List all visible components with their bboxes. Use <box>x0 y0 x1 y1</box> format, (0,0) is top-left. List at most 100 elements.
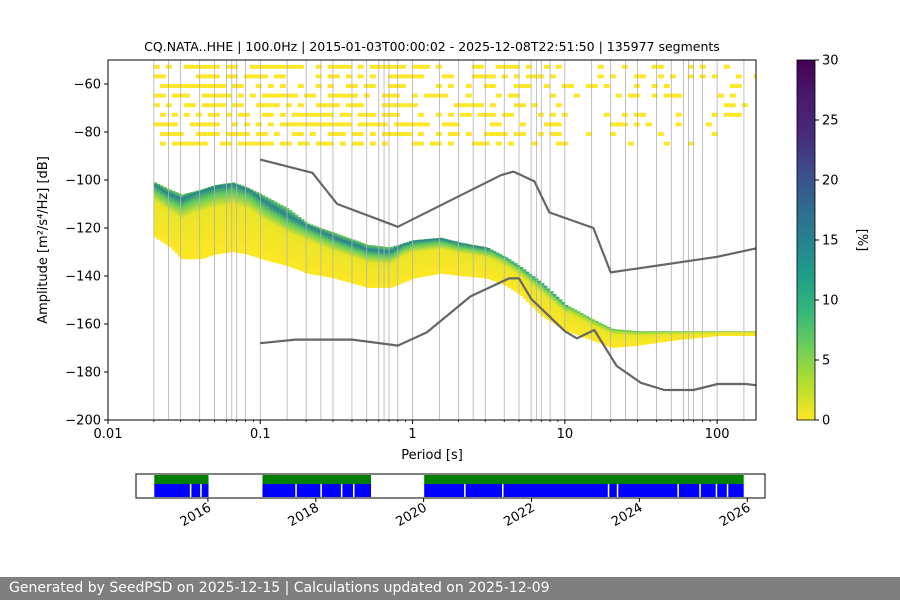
noise-model-lines <box>260 158 756 392</box>
heatmap-cell <box>561 302 566 330</box>
heatmap-cell <box>207 103 214 108</box>
heatmap-cell <box>483 141 490 146</box>
heatmap-cell <box>435 64 442 69</box>
heatmap-cell <box>624 330 629 347</box>
heatmap-cell <box>321 141 328 146</box>
heatmap-cell <box>231 64 238 69</box>
heatmap-cell <box>390 246 395 288</box>
heatmap-cell <box>207 93 214 98</box>
heatmap-cell <box>714 331 719 337</box>
heatmap-cell <box>159 84 166 88</box>
heatmap-cell <box>555 122 562 127</box>
heatmap-cell <box>204 187 209 258</box>
heatmap-cell <box>291 122 298 127</box>
heatmap-cell <box>738 331 743 336</box>
heatmap-cell <box>537 74 544 79</box>
heatmap-cell <box>687 74 694 79</box>
heatmap-cell <box>366 244 371 288</box>
heatmap-cell <box>633 74 640 79</box>
heatmap-cell <box>339 64 346 69</box>
heatmap-cell <box>387 247 392 288</box>
heatmap-cell <box>399 84 406 88</box>
heatmap-cell <box>384 246 389 288</box>
heatmap-cell <box>393 103 400 108</box>
heatmap-cell <box>741 103 748 108</box>
heatmap-cell <box>252 190 257 257</box>
heatmap-cell <box>261 141 268 146</box>
heatmap-cell <box>729 84 736 88</box>
heatmap-cell <box>267 141 274 146</box>
heatmap-cell <box>636 331 641 346</box>
heatmap-cell <box>213 93 220 98</box>
heatmap-cell <box>609 122 616 127</box>
heatmap-cell <box>504 257 509 286</box>
heatmap-cell <box>261 93 268 98</box>
heatmap-cell <box>303 122 310 127</box>
heatmap-cell <box>429 238 434 276</box>
heatmap-cell <box>459 103 466 108</box>
year-tick-label: 2024 <box>609 500 645 530</box>
heatmap-cell <box>537 112 544 117</box>
heatmap-cell <box>492 251 497 282</box>
heatmap-cell <box>357 132 364 136</box>
heatmap-cell <box>711 331 716 337</box>
heatmap-cell <box>507 93 514 98</box>
heatmap-cell <box>219 93 226 98</box>
heatmap-cell <box>399 103 406 108</box>
heatmap-cell <box>357 122 364 127</box>
heatmap-cell <box>567 306 572 333</box>
heatmap-cell <box>312 225 317 275</box>
availability-gap <box>464 484 466 497</box>
heatmap-cell <box>501 64 508 69</box>
heatmap-cell <box>327 93 334 98</box>
heatmap-cell <box>273 132 280 136</box>
heatmap-cell <box>546 288 551 321</box>
heatmap-cell <box>294 214 299 270</box>
heatmap-cell <box>477 245 482 278</box>
heatmap-cell <box>279 64 286 69</box>
heatmap-cell <box>369 132 376 136</box>
heatmap-cell <box>321 122 328 127</box>
heatmap-cell <box>639 74 646 79</box>
heatmap-cell <box>477 74 484 79</box>
heatmap-cell <box>207 122 214 127</box>
heatmap-cell <box>723 103 730 108</box>
heatmap-cell <box>387 93 394 98</box>
heatmap-cell <box>675 331 680 341</box>
heatmap-cell <box>285 103 292 108</box>
x-tick-label: 0.01 <box>94 427 123 442</box>
heatmap-cell <box>207 186 212 257</box>
heatmap-cell <box>474 245 479 278</box>
heatmap-cell <box>519 84 526 88</box>
heatmap-cell <box>273 201 278 263</box>
heatmap-cell <box>453 122 460 127</box>
heatmap-cell <box>381 246 386 288</box>
heatmap-cell <box>417 74 424 79</box>
heatmap-cell <box>489 122 496 127</box>
heatmap-cell <box>276 203 281 264</box>
heatmap-cell <box>693 331 698 339</box>
heatmap-cell <box>411 240 416 279</box>
heatmap-cell <box>225 132 232 136</box>
heatmap-cell <box>231 74 238 79</box>
heatmap-cell <box>285 141 292 146</box>
heatmap-cell <box>417 132 424 136</box>
heatmap-cell <box>444 239 449 275</box>
heatmap-cell <box>411 64 418 69</box>
heatmap-cell <box>645 122 652 127</box>
heatmap-cell <box>222 183 227 254</box>
heatmap-cell <box>555 141 562 146</box>
heatmap-cell <box>441 74 448 79</box>
heatmap-cell <box>564 304 569 332</box>
heatmap-cell <box>360 242 365 287</box>
heatmap-cell <box>261 112 268 117</box>
heatmap-cell <box>255 192 260 258</box>
heatmap-cell <box>543 285 548 319</box>
heatmap-cell <box>357 241 362 286</box>
heatmap-cell <box>387 84 394 88</box>
heatmap-cell <box>588 317 593 340</box>
heatmap-cell <box>582 314 587 338</box>
heatmap-cell <box>465 132 472 136</box>
heatmap-cell <box>339 132 346 136</box>
